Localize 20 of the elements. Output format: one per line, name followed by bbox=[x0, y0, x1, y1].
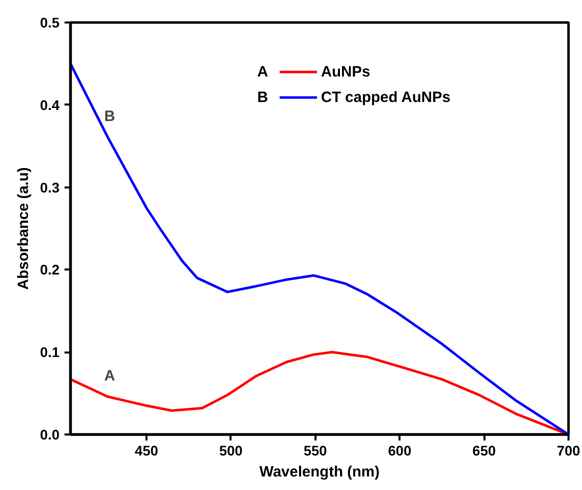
y-tick-label: 0.1 bbox=[40, 344, 60, 360]
x-tick-label: 450 bbox=[134, 442, 158, 458]
y-tick-label: 0.4 bbox=[40, 96, 60, 113]
y-axis-title: Absorbance (a.u) bbox=[15, 167, 32, 290]
x-axis-title: Wavelength (nm) bbox=[259, 464, 380, 480]
y-tick-label: 0.5 bbox=[40, 14, 60, 30]
legend-label: AuNPs bbox=[320, 63, 370, 80]
x-tick-label: 700 bbox=[556, 442, 580, 458]
legend-label: CT capped AuNPs bbox=[320, 88, 450, 106]
y-tick-label: 0.0 bbox=[40, 426, 60, 442]
annotation: A bbox=[257, 63, 268, 80]
text: B bbox=[104, 108, 116, 126]
y-tick-label: 0.2 bbox=[40, 262, 60, 278]
x-tick-label: 600 bbox=[388, 442, 412, 458]
x-tick-label: 550 bbox=[304, 442, 328, 458]
annotation: B bbox=[257, 88, 268, 106]
x-tick-label: 500 bbox=[219, 442, 243, 458]
x-tick-label: 650 bbox=[472, 442, 496, 458]
y-tick-label: 0.3 bbox=[40, 179, 60, 196]
text: A bbox=[104, 368, 116, 385]
